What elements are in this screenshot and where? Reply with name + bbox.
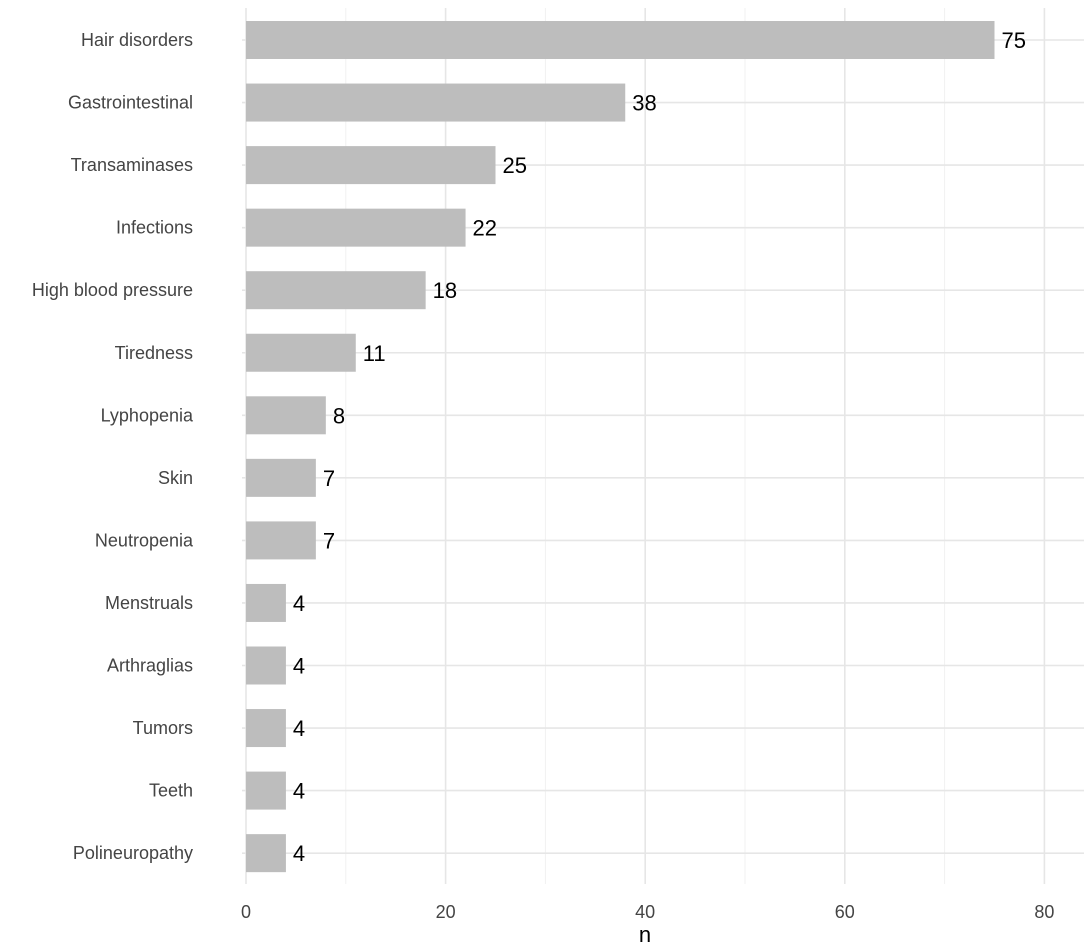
bar-value-label: 11: [363, 341, 386, 366]
bar-layer: [246, 21, 995, 873]
category-label: Menstruals: [105, 593, 193, 613]
bar-value-label: 4: [293, 654, 305, 679]
x-tick-label: 80: [1034, 902, 1054, 922]
bar: [246, 333, 356, 372]
bar: [246, 458, 316, 497]
category-label: Neutropenia: [95, 530, 194, 550]
bar: [246, 709, 286, 748]
category-label: High blood pressure: [32, 280, 193, 300]
category-label: Arthraglias: [107, 656, 193, 676]
bar-value-label: 18: [433, 278, 457, 303]
bar-value-label: 4: [293, 716, 305, 741]
bar: [246, 396, 326, 435]
bar: [246, 521, 316, 560]
category-label: Hair disorders: [81, 30, 193, 50]
category-label: Transaminases: [71, 155, 193, 175]
bar-value-label: 8: [333, 403, 345, 428]
grid-layer: [242, 8, 1084, 884]
bar-value-label: 75: [1002, 28, 1026, 53]
value-label-layer: 75 38 25 22 18 11 8 7 7 4 4 4 4 4: [293, 28, 1026, 866]
category-label: Skin: [158, 468, 193, 488]
bar: [246, 83, 626, 122]
bar-value-label: 7: [323, 528, 335, 553]
bar: [246, 834, 286, 873]
category-label: Tiredness: [115, 343, 193, 363]
bar-value-label: 4: [293, 841, 305, 866]
x-axis-title: n: [639, 922, 651, 947]
bar-value-label: 4: [293, 779, 305, 804]
category-label: Tumors: [133, 718, 193, 738]
category-label: Teeth: [149, 781, 193, 801]
bar: [246, 271, 426, 310]
x-tick-label: 40: [635, 902, 655, 922]
x-tick-label: 0: [241, 902, 251, 922]
category-label: Infections: [116, 218, 193, 238]
bar: [246, 208, 466, 247]
bar-value-label: 7: [323, 466, 335, 491]
x-tick-label: 20: [436, 902, 456, 922]
bar: [246, 21, 995, 59]
category-label: Lyphopenia: [101, 405, 194, 425]
x-tick-label: 60: [835, 902, 855, 922]
bar-value-label: 38: [632, 91, 656, 116]
bar-value-label: 25: [503, 153, 527, 178]
bar: [246, 146, 496, 185]
x-axis: 0 20 40 60 80: [241, 902, 1054, 922]
bar-value-label: 22: [473, 216, 497, 241]
category-label: Gastrointestinal: [68, 93, 193, 113]
bar: [246, 771, 286, 810]
bar-value-label: 4: [293, 591, 305, 616]
category-label: Polineuropathy: [73, 843, 193, 863]
category-axis: Hair disorders Gastrointestinal Transamina…: [32, 30, 194, 863]
bar: [246, 583, 286, 622]
bar: [246, 646, 286, 685]
